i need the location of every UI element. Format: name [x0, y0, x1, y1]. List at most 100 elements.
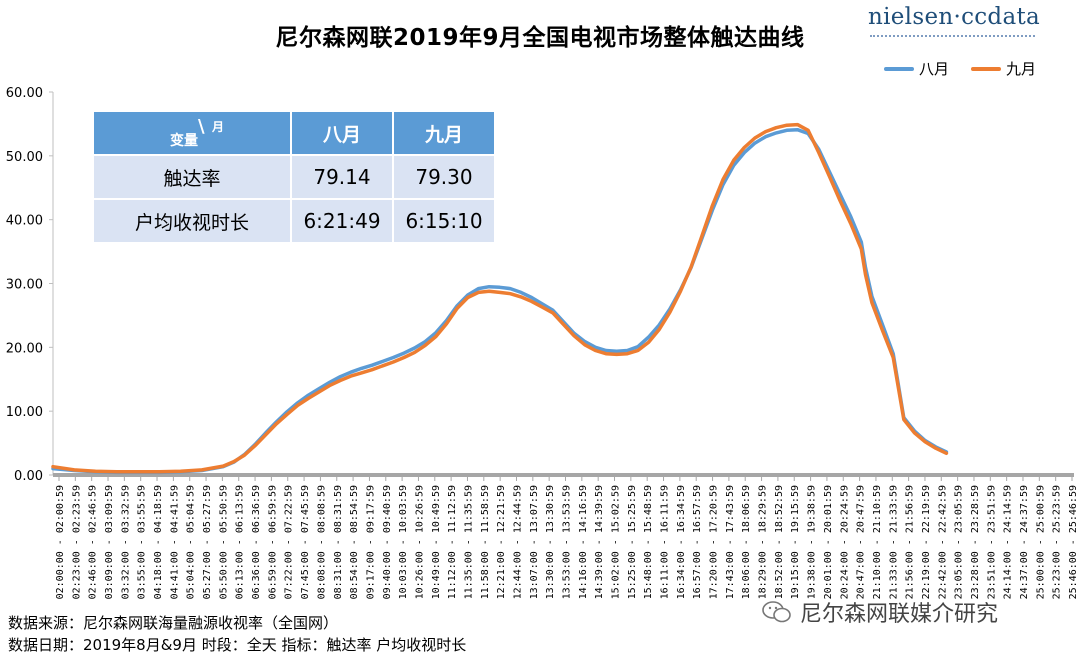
wechat-icon	[762, 601, 791, 623]
x-tick-label: 07:45:00 - 07:45:59	[300, 485, 311, 599]
x-tick-label: 20:01:00 - 20:01:59	[823, 485, 834, 599]
x-tick-label: 04:41:00 - 04:41:59	[169, 485, 180, 599]
y-tick-label: 20.00	[6, 341, 43, 356]
x-tick-label: 05:04:00 - 05:04:59	[186, 485, 197, 599]
x-tick-label: 03:55:00 - 03:55:59	[137, 485, 148, 599]
x-tick-label: 11:58:00 - 11:58:59	[480, 485, 491, 599]
x-tick-label: 10:26:00 - 10:26:59	[414, 485, 425, 599]
x-tick-label: 08:31:00 - 08:31:59	[333, 485, 344, 599]
y-tick-label: 40.00	[6, 214, 43, 229]
x-tick-label: 04:18:00 - 04:18:59	[153, 485, 164, 599]
table-row-label: 户均收视时长	[92, 198, 292, 244]
data-source-note: 数据来源：尼尔森网联海量融源收视率（全国网）	[8, 614, 339, 632]
wechat-watermark: 尼尔森网联媒介研究	[762, 596, 998, 628]
table-header-sep: 九月	[392, 110, 496, 156]
x-tick-label: 07:22:00 - 07:22:59	[284, 485, 295, 599]
x-tick-label: 18:52:00 - 18:52:59	[774, 485, 785, 599]
series-line-sep	[51, 122, 949, 474]
x-tick-label: 16:34:00 - 16:34:59	[676, 485, 687, 599]
legend-item-sep: 九月	[971, 58, 1036, 79]
x-tick-label: 13:53:00 - 13:53:59	[562, 485, 573, 599]
x-tick-label: 22:42:00 - 22:42:59	[937, 485, 948, 599]
x-tick-label: 02:23:00 - 02:23:59	[71, 485, 82, 599]
x-tick-label: 18:29:00 - 18:29:59	[758, 485, 769, 599]
x-tick-label: 06:36:00 - 06:36:59	[251, 485, 262, 599]
x-tick-label: 20:47:00 - 20:47:59	[856, 485, 867, 599]
y-tick-label: 10.00	[6, 405, 43, 420]
x-tick-label: 09:40:00 - 09:40:59	[382, 485, 393, 599]
y-tick-label: 30.00	[6, 278, 43, 293]
x-tick-label: 13:30:00 - 13:30:59	[545, 485, 556, 599]
x-tick-label: 22:19:00 - 22:19:59	[921, 485, 932, 599]
x-tick-label: 05:50:00 - 05:50:59	[218, 485, 229, 599]
x-tick-label: 17:43:00 - 17:43:59	[725, 485, 736, 599]
corner-variable-label: 变量	[170, 133, 198, 149]
x-tick-label: 03:32:00 - 03:32:59	[120, 485, 131, 599]
chart-legend: 八月 九月	[884, 58, 1058, 79]
y-tick-label: 60.00	[6, 86, 43, 101]
table-cell-aug: 79.14	[290, 154, 394, 200]
x-tick-label: 25:46:00 - 25:46:59	[1068, 485, 1079, 599]
y-tick-label: 0.00	[14, 469, 43, 484]
y-tick-label: 50.00	[6, 150, 43, 165]
data-date-note: 数据日期：2019年8月&9月 时段：全天 指标：触达率 户均收视时长	[8, 636, 467, 654]
x-tick-label: 02:46:00 - 02:46:59	[88, 485, 99, 599]
x-tick-label: 14:16:00 - 14:16:59	[578, 485, 589, 599]
x-tick-label: 23:28:00 - 23:28:59	[970, 485, 981, 599]
x-tick-label: 06:13:00 - 06:13:59	[235, 485, 246, 599]
x-tick-label: 14:39:00 - 14:39:59	[594, 485, 605, 599]
x-tick-label: 20:24:00 - 20:24:59	[839, 485, 850, 599]
x-tick-label: 08:54:00 - 08:54:59	[349, 485, 360, 599]
x-tick-label: 23:05:00 - 23:05:59	[954, 485, 965, 599]
x-tick-label: 15:25:00 - 15:25:59	[627, 485, 638, 599]
table-cell-aug: 6:21:49	[290, 198, 394, 244]
wechat-account-name: 尼尔森网联媒介研究	[800, 602, 999, 627]
x-tick-label: 24:14:00 - 24:14:59	[1003, 485, 1014, 599]
x-tick-label: 21:10:00 - 21:10:59	[872, 485, 883, 599]
x-tick-label: 23:51:00 - 23:51:59	[986, 485, 997, 599]
x-tick-label: 16:57:00 - 16:57:59	[692, 485, 703, 599]
x-tick-label: 06:59:00 - 06:59:59	[267, 485, 278, 599]
table-row: 触达率 79.14 79.30	[92, 154, 496, 200]
table-corner-header: 变量 \ 月	[92, 110, 292, 156]
x-tick-label: 25:00:00 - 25:00:59	[1035, 485, 1046, 599]
logo-underline	[870, 31, 1035, 37]
chart-title: 尼尔森网联2019年9月全国电视市场整体触达曲线	[275, 25, 805, 51]
x-tick-label: 10:49:00 - 10:49:59	[431, 485, 442, 599]
x-tick-label: 19:38:00 - 19:38:59	[807, 485, 818, 599]
x-tick-label: 18:06:00 - 18:06:59	[741, 485, 752, 599]
x-tick-label: 16:11:00 - 16:11:59	[660, 485, 671, 599]
x-tick-label: 11:35:00 - 11:35:59	[463, 485, 474, 599]
corner-divider: \	[198, 116, 205, 137]
x-tick-label: 25:23:00 - 25:23:59	[1052, 485, 1063, 599]
legend-label-sep: 九月	[1006, 60, 1037, 78]
x-tick-label: 02:00:00 - 02:00:59	[55, 485, 66, 599]
table-header-row: 变量 \ 月 八月 九月	[92, 110, 496, 156]
table-row: 户均收视时长 6:21:49 6:15:10	[92, 198, 496, 244]
x-tick-label: 19:15:00 - 19:15:59	[790, 485, 801, 599]
nielsen-ccdata-logo: nielsen·ccdata	[868, 4, 1041, 30]
x-tick-label: 08:08:00 - 08:08:59	[316, 485, 327, 599]
table-cell-sep: 6:15:10	[392, 198, 496, 244]
legend-label-aug: 八月	[919, 60, 950, 78]
x-tick-label: 03:09:00 - 03:09:59	[104, 485, 115, 599]
legend-swatch-aug	[884, 66, 914, 71]
corner-month-label: 月	[212, 120, 225, 134]
x-tick-label: 09:17:00 - 09:17:59	[365, 485, 376, 599]
x-tick-label: 21:33:00 - 21:33:59	[888, 485, 899, 599]
summary-table: 变量 \ 月 八月 九月 触达率 79.14 79.30 户均收视时长 6:21…	[92, 110, 496, 244]
legend-swatch-sep	[971, 66, 1002, 71]
x-tick-label: 24:37:00 - 24:37:59	[1019, 485, 1030, 599]
legend-item-aug: 八月	[884, 58, 949, 79]
x-tick-label: 12:21:00 - 12:21:59	[496, 485, 507, 599]
x-tick-label: 15:48:00 - 15:48:59	[643, 485, 654, 599]
table-row-label: 触达率	[92, 154, 292, 200]
x-tick-label: 15:02:00 - 15:02:59	[611, 485, 622, 599]
x-tick-label: 21:56:00 - 21:56:59	[905, 485, 916, 599]
x-tick-label: 05:27:00 - 05:27:59	[202, 485, 213, 599]
x-tick-label: 10:03:00 - 10:03:59	[398, 485, 409, 599]
x-tick-label: 17:20:00 - 17:20:59	[709, 485, 720, 599]
table-header-aug: 八月	[290, 110, 394, 156]
x-tick-label: 13:07:00 - 13:07:59	[529, 485, 540, 599]
